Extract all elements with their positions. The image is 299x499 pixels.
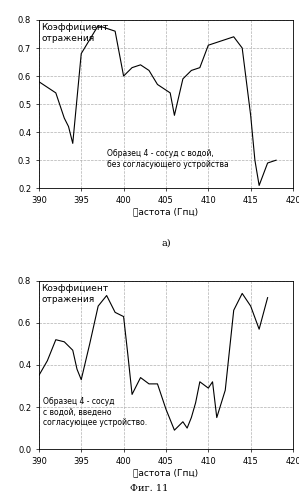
Text: Коэффициент
отражения: Коэффициент отражения	[41, 284, 109, 303]
Text: a): a)	[161, 239, 171, 248]
Text: Фиг. 11: Фиг. 11	[130, 484, 169, 493]
X-axis label: 䉺астота (Гпц): 䉺астота (Гпц)	[133, 469, 199, 478]
X-axis label: 䉺астота (Гпц): 䉺астота (Гпц)	[133, 208, 199, 217]
Text: Образец 4 - сосуд
с водой, введено
согласующее устройство.: Образец 4 - сосуд с водой, введено согла…	[43, 397, 147, 427]
Text: Образец 4 - сосуд с водой,
без согласующего устройства: Образец 4 - сосуд с водой, без согласующ…	[107, 149, 228, 169]
Text: Коэффициент
отражения: Коэффициент отражения	[41, 23, 109, 43]
